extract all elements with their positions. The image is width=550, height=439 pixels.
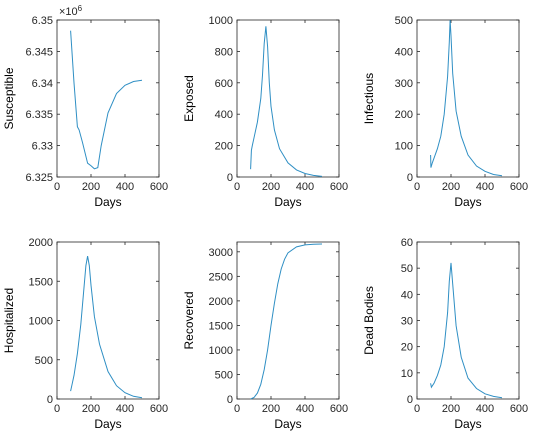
y-tick-label: 0 [227, 394, 233, 406]
x-tick-label: 200 [442, 181, 460, 193]
x-axis-label: Days [454, 417, 481, 431]
y-axis-label: Recovered [182, 291, 196, 349]
y-tick-label: 6.33 [32, 141, 53, 153]
series-line [430, 19, 503, 177]
x-tick-label: 200 [82, 181, 100, 193]
y-axis-label: Susceptible [2, 67, 16, 129]
x-tick-label: 600 [330, 403, 348, 415]
axes-frame [416, 241, 520, 400]
y-tick-label: 2500 [209, 271, 233, 283]
y-tick-label: 1000 [29, 316, 53, 328]
y-tick-label: 1500 [209, 320, 233, 332]
series-line [430, 262, 503, 399]
series-line [250, 243, 323, 400]
x-tick-label: 200 [262, 181, 280, 193]
subplot-4: 0 200 400 600 0 500 1000 1500 2000 Days Hospitaliz… [2, 237, 168, 431]
x-tick-label: 600 [510, 181, 528, 193]
y-tick-label: 1000 [209, 345, 233, 357]
subplot-2: 0 200 400 600 0 200 400 600 800 1000 Days Exposed [182, 15, 348, 209]
x-tick-label: 0 [414, 403, 420, 415]
y-tick-label: 500 [215, 369, 233, 381]
y-axis-label: Hospitalized [2, 288, 16, 353]
x-tick-label: 0 [54, 181, 60, 193]
y-tick-label: 500 [35, 355, 53, 367]
y-tick-label: 200 [395, 109, 413, 121]
x-axis-label: Days [274, 195, 301, 209]
y-tick-label: 2000 [29, 237, 53, 249]
x-tick-label: 200 [82, 403, 100, 415]
y-tick-label: 6.35 [32, 15, 53, 27]
axes-frame [56, 19, 160, 178]
x-tick-label: 400 [296, 181, 314, 193]
x-axis-label: Days [94, 195, 121, 209]
x-tick-label: 200 [262, 403, 280, 415]
y-tick-label: 600 [215, 78, 233, 90]
y-exponent-label: ×106 [59, 4, 83, 18]
subplot-3: 0 200 400 600 0 100 200 300 400 500 Days Infectious [362, 15, 528, 209]
y-axis-label: Infectious [362, 73, 376, 124]
x-tick-label: 400 [476, 181, 494, 193]
y-tick-label: 100 [395, 141, 413, 153]
y-tick-label: 0 [407, 394, 413, 406]
x-tick-label: 0 [234, 181, 240, 193]
y-tick-label: 1000 [209, 15, 233, 27]
subplot-5: 0 200 400 600 0 500 1000 1500 2000 2500 3000 Days Re… [182, 241, 348, 431]
y-tick-label: 10 [401, 368, 413, 380]
x-tick-label: 400 [476, 403, 494, 415]
x-tick-label: 600 [150, 403, 168, 415]
y-tick-label: 60 [401, 237, 413, 249]
axes-frame [236, 19, 340, 178]
y-tick-label: 3000 [209, 247, 233, 259]
y-tick-label: 1500 [29, 276, 53, 288]
x-tick-label: 600 [330, 181, 348, 193]
axes-frame [236, 241, 340, 400]
y-tick-label: 6.325 [25, 172, 53, 184]
x-axis-label: Days [454, 195, 481, 209]
x-axis-label: Days [274, 417, 301, 431]
y-tick-label: 500 [395, 15, 413, 27]
y-tick-label: 200 [215, 141, 233, 153]
y-tick-label: 800 [215, 46, 233, 58]
y-tick-label: 6.335 [25, 109, 53, 121]
series-line [250, 26, 323, 177]
y-tick-label: 50 [401, 263, 413, 275]
axes-frame [56, 241, 160, 400]
y-tick-label: 6.34 [32, 78, 53, 90]
x-tick-label: 400 [116, 181, 134, 193]
y-tick-label: 0 [47, 394, 53, 406]
y-tick-label: 400 [215, 109, 233, 121]
x-tick-label: 0 [54, 403, 60, 415]
y-tick-label: 40 [401, 289, 413, 301]
y-axis-label: Dead Bodies [362, 286, 376, 355]
x-tick-label: 0 [234, 403, 240, 415]
y-tick-label: 400 [395, 46, 413, 58]
x-tick-label: 400 [116, 403, 134, 415]
axes-frame [416, 19, 520, 178]
subplot-1: 0 200 400 600 6.325 6.33 6.335 6.34 6.345 6.35 ×10… [2, 4, 168, 209]
y-tick-label: 2000 [209, 296, 233, 308]
x-tick-label: 600 [510, 403, 528, 415]
x-tick-label: 400 [296, 403, 314, 415]
y-tick-label: 6.345 [25, 46, 53, 58]
x-tick-label: 0 [414, 181, 420, 193]
series-line [70, 30, 143, 170]
series-line [70, 256, 143, 399]
x-tick-label: 200 [442, 403, 460, 415]
subplot-6: 0 200 400 600 0 10 20 30 40 50 60 Days Dead Bodies [362, 237, 528, 431]
y-tick-label: 20 [401, 342, 413, 354]
y-tick-label: 300 [395, 78, 413, 90]
y-tick-label: 0 [407, 172, 413, 184]
y-tick-label: 30 [401, 316, 413, 328]
y-axis-label: Exposed [182, 75, 196, 122]
x-axis-label: Days [94, 417, 121, 431]
y-tick-label: 0 [227, 172, 233, 184]
x-tick-label: 600 [150, 181, 168, 193]
